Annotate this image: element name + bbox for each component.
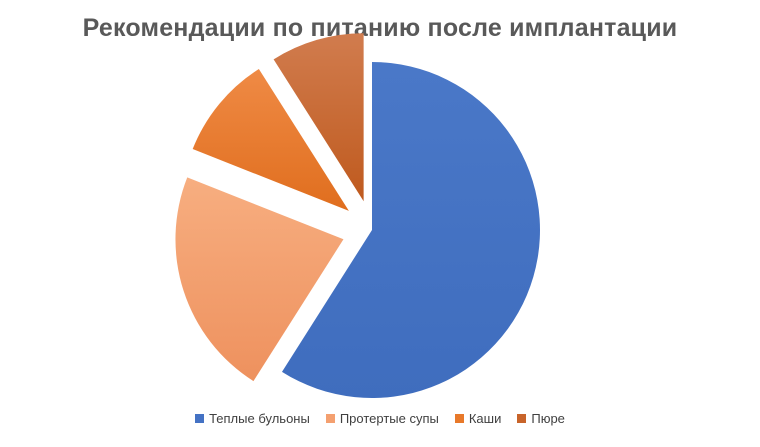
legend-item-pureed-soups: Протертые супы (325, 411, 439, 426)
legend-label: Протертые супы (339, 411, 439, 426)
legend-swatch (454, 414, 464, 423)
chart-title: Рекомендации по питанию после имплантаци… (82, 14, 678, 42)
slice-pureed-soups (175, 177, 344, 382)
legend-swatch (325, 414, 335, 423)
slice-porridge (192, 69, 349, 211)
legend-swatch (195, 414, 205, 423)
slice-puree (273, 33, 364, 202)
legend-item-porridge: Каши (454, 411, 502, 426)
legend-swatch (517, 414, 527, 423)
legend-label: Теплые бульоны (209, 411, 310, 426)
slice-warm-broths (281, 62, 540, 398)
legend-item-puree: Пюре (517, 411, 565, 426)
chart-legend: Теплые бульоны Протертые супы Каши Пюре (0, 411, 760, 426)
legend-label: Каши (468, 411, 502, 426)
legend-item-warm-broths: Теплые бульоны (195, 411, 310, 426)
legend-label: Пюре (531, 411, 565, 426)
